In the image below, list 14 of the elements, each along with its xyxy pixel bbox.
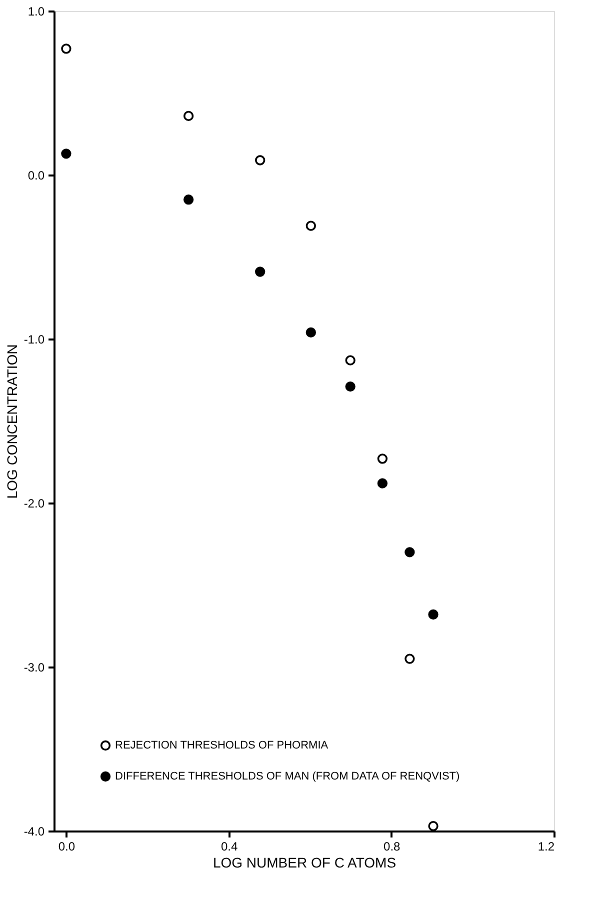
x-tick-label: 0.4	[220, 840, 238, 854]
x-tick-label: 1.2	[538, 840, 555, 854]
y-tick-label: -4.0	[24, 824, 45, 838]
y-tick-label: 0.0	[28, 168, 45, 182]
x-tick-label: 0.0	[58, 840, 76, 854]
y-tick-label: -2.0	[24, 496, 45, 510]
legend-label: DIFFERENCE THRESHOLDS OF MAN (FROM DATA OF RENQVIST)	[115, 770, 460, 782]
legend-label: REJECTION THRESHOLDS OF PHORMIA	[115, 740, 329, 752]
x-tick-label: 0.8	[384, 840, 401, 854]
y-tick-label: 1.0	[28, 4, 45, 18]
y-tick-label: -3.0	[24, 660, 45, 674]
x-axis-title: LOG NUMBER OF C ATOMS	[212, 854, 396, 870]
y-tick-label: -1.0	[24, 332, 45, 346]
y-axis-title: LOG CONCENTRATION	[4, 344, 20, 499]
